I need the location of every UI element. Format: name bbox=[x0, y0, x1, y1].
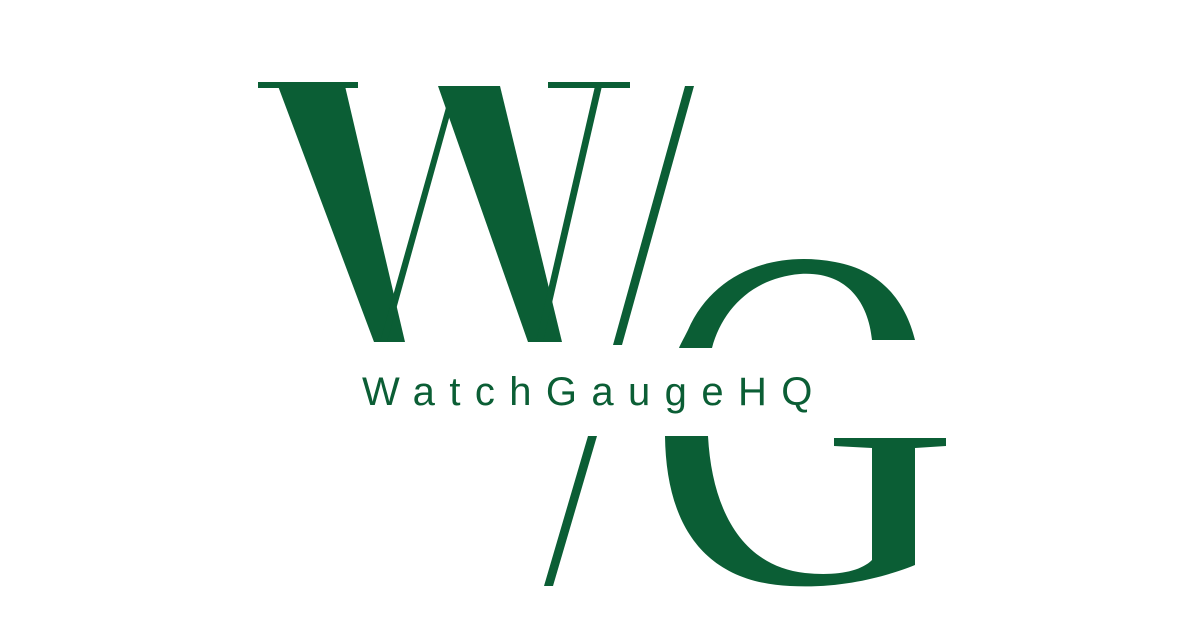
monogram-slash bbox=[544, 86, 694, 586]
wordmark-text: WatchGaugeHQ bbox=[362, 370, 827, 414]
monogram-g bbox=[665, 259, 946, 587]
monogram-w bbox=[258, 82, 630, 342]
